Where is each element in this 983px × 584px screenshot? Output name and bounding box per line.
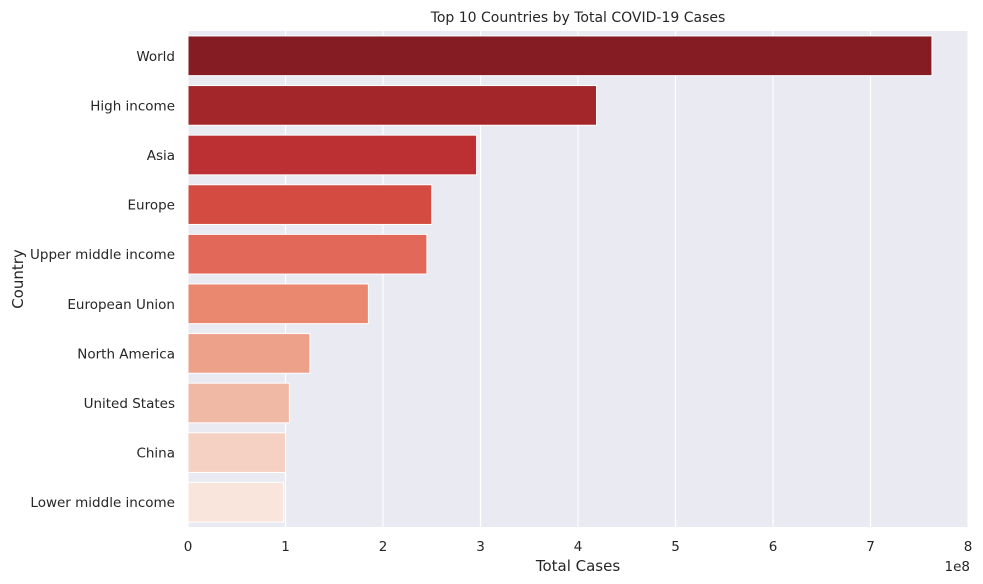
x-tick-labels: 0 1 2 3 4 5 6 7 8 — [184, 539, 973, 555]
y-axis-label: Country — [9, 249, 27, 309]
x-axis-label: Total Cases — [535, 557, 621, 575]
bar — [187, 382, 290, 424]
x-tick-label: 3 — [476, 539, 485, 555]
y-tick-label: European Union — [67, 297, 175, 313]
x-tick-label: 8 — [964, 539, 973, 555]
x-tick-label: 4 — [574, 539, 583, 555]
bar — [187, 35, 933, 77]
x-tick-label: 2 — [379, 539, 388, 555]
bar — [187, 85, 598, 126]
y-tick-label: High income — [90, 98, 175, 114]
bars-group — [187, 35, 933, 523]
chart-title: Top 10 Countries by Total COVID-19 Cases — [430, 10, 726, 26]
y-tick-label: Lower middle income — [30, 495, 175, 511]
bar — [187, 283, 369, 325]
x-tick-label: 5 — [671, 539, 680, 555]
y-tick-label: Asia — [147, 148, 175, 164]
y-tick-label: China — [136, 446, 175, 462]
x-axis-offset-label: 1e8 — [945, 559, 970, 575]
bar — [187, 333, 311, 374]
bar — [187, 481, 285, 523]
x-tick-label: 1 — [281, 539, 290, 555]
y-tick-label: World — [136, 49, 175, 65]
y-tick-label: Upper middle income — [30, 247, 175, 263]
y-tick-label: Europe — [128, 198, 175, 214]
y-tick-labels: World High income Asia Europe Upper middle i… — [30, 49, 175, 511]
y-tick-label: North America — [77, 346, 175, 362]
x-tick-label: 6 — [769, 539, 778, 555]
bar — [187, 432, 286, 473]
bar — [187, 134, 478, 176]
bar — [187, 184, 433, 225]
x-tick-label: 7 — [866, 539, 875, 555]
bar — [187, 233, 428, 275]
y-tick-label: United States — [84, 396, 175, 412]
x-tick-label: 0 — [184, 539, 193, 555]
